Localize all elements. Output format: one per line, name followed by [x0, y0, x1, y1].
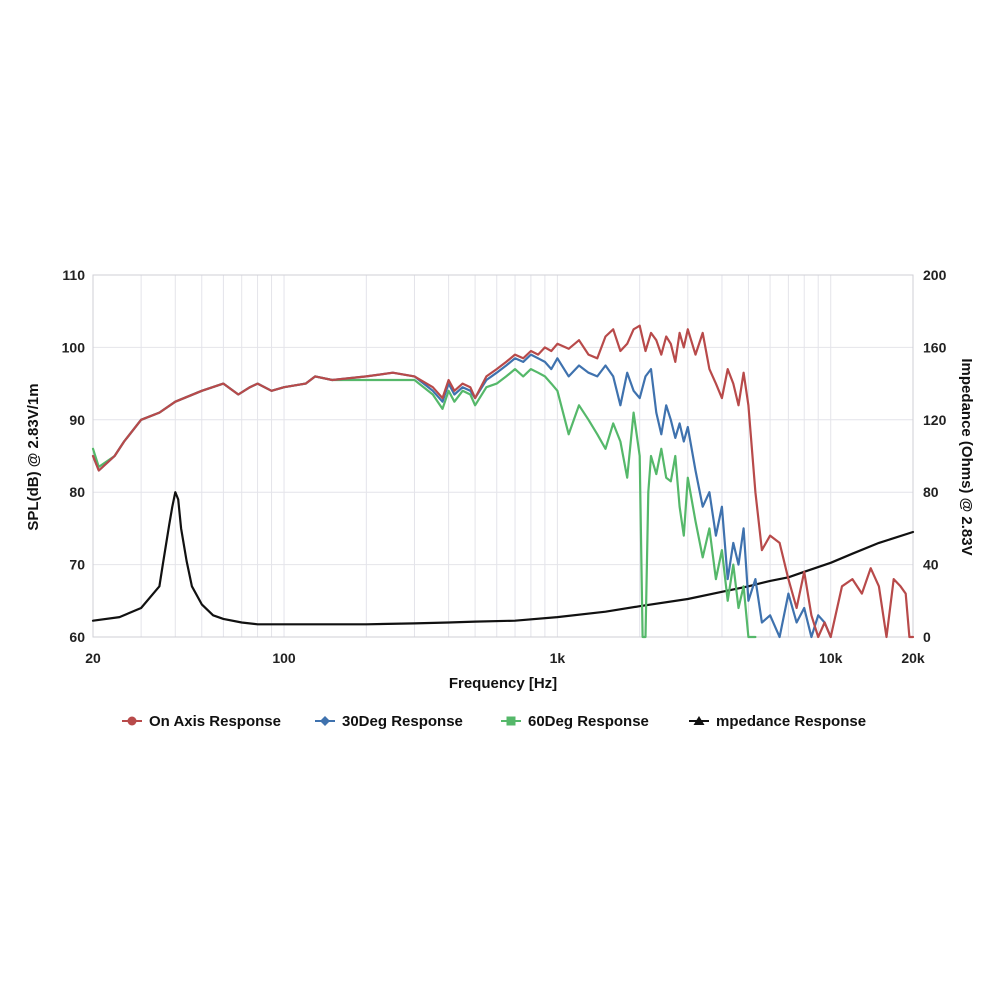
y-axis-title-left: SPL(dB) @ 2.83V/1m [25, 383, 42, 530]
series-line-30deg-response [91, 353, 832, 639]
legend-item-30deg-response[interactable]: 30Deg Response [315, 713, 463, 730]
y-left-tick-label: 70 [69, 557, 85, 573]
x-axis-title: Frequency [Hz] [449, 675, 557, 692]
legend-label: 60Deg Response [528, 713, 649, 730]
legend: On Axis Response 30Deg Response 60Deg Resp… [122, 713, 866, 730]
series-line-on-axis-response [91, 324, 915, 639]
y-left-tick-label: 60 [69, 629, 85, 645]
legend-triangle-marker [693, 716, 705, 725]
legend-item-60deg-response[interactable]: 60Deg Response [501, 713, 649, 730]
x-tick-label: 1k [550, 650, 566, 666]
y-right-tick-label: 160 [923, 339, 947, 355]
legend-label: mpedance Response [716, 713, 866, 730]
legend-label: 30Deg Response [342, 713, 463, 730]
y-left-tick-label: 100 [62, 339, 86, 355]
x-tick-label: 10k [819, 650, 843, 666]
y-right-tick-label: 0 [923, 629, 931, 645]
x-tick-label: 100 [272, 650, 296, 666]
ticks-layer: 20 100 1k 10k 20k 60 70 80 90 100 110 0 40 80 120 160 20… [62, 267, 947, 666]
series-layer [91, 324, 915, 639]
legend-item-mpedance-response[interactable]: mpedance Response [689, 713, 866, 730]
legend-label: On Axis Response [149, 713, 281, 730]
y-right-tick-label: 120 [923, 412, 947, 428]
y-left-tick-label: 90 [69, 412, 85, 428]
legend-diamond-marker [320, 716, 330, 726]
legend-square-marker [506, 716, 516, 726]
y-right-tick-label: 40 [923, 557, 939, 573]
y-left-tick-label: 80 [69, 484, 85, 500]
y-left-tick-label: 110 [62, 267, 85, 283]
legend-circle-marker [127, 716, 137, 726]
x-tick-label: 20k [901, 650, 925, 666]
legend-item-on-axis-response[interactable]: On Axis Response [122, 713, 281, 730]
y-axis-title-right: Impedance (Ohms) @ 2.83V [958, 358, 975, 555]
x-tick-label: 20 [85, 650, 101, 666]
y-right-tick-label: 200 [923, 267, 947, 283]
series-line-mpedance-response [91, 491, 915, 626]
y-right-tick-label: 80 [923, 484, 939, 500]
